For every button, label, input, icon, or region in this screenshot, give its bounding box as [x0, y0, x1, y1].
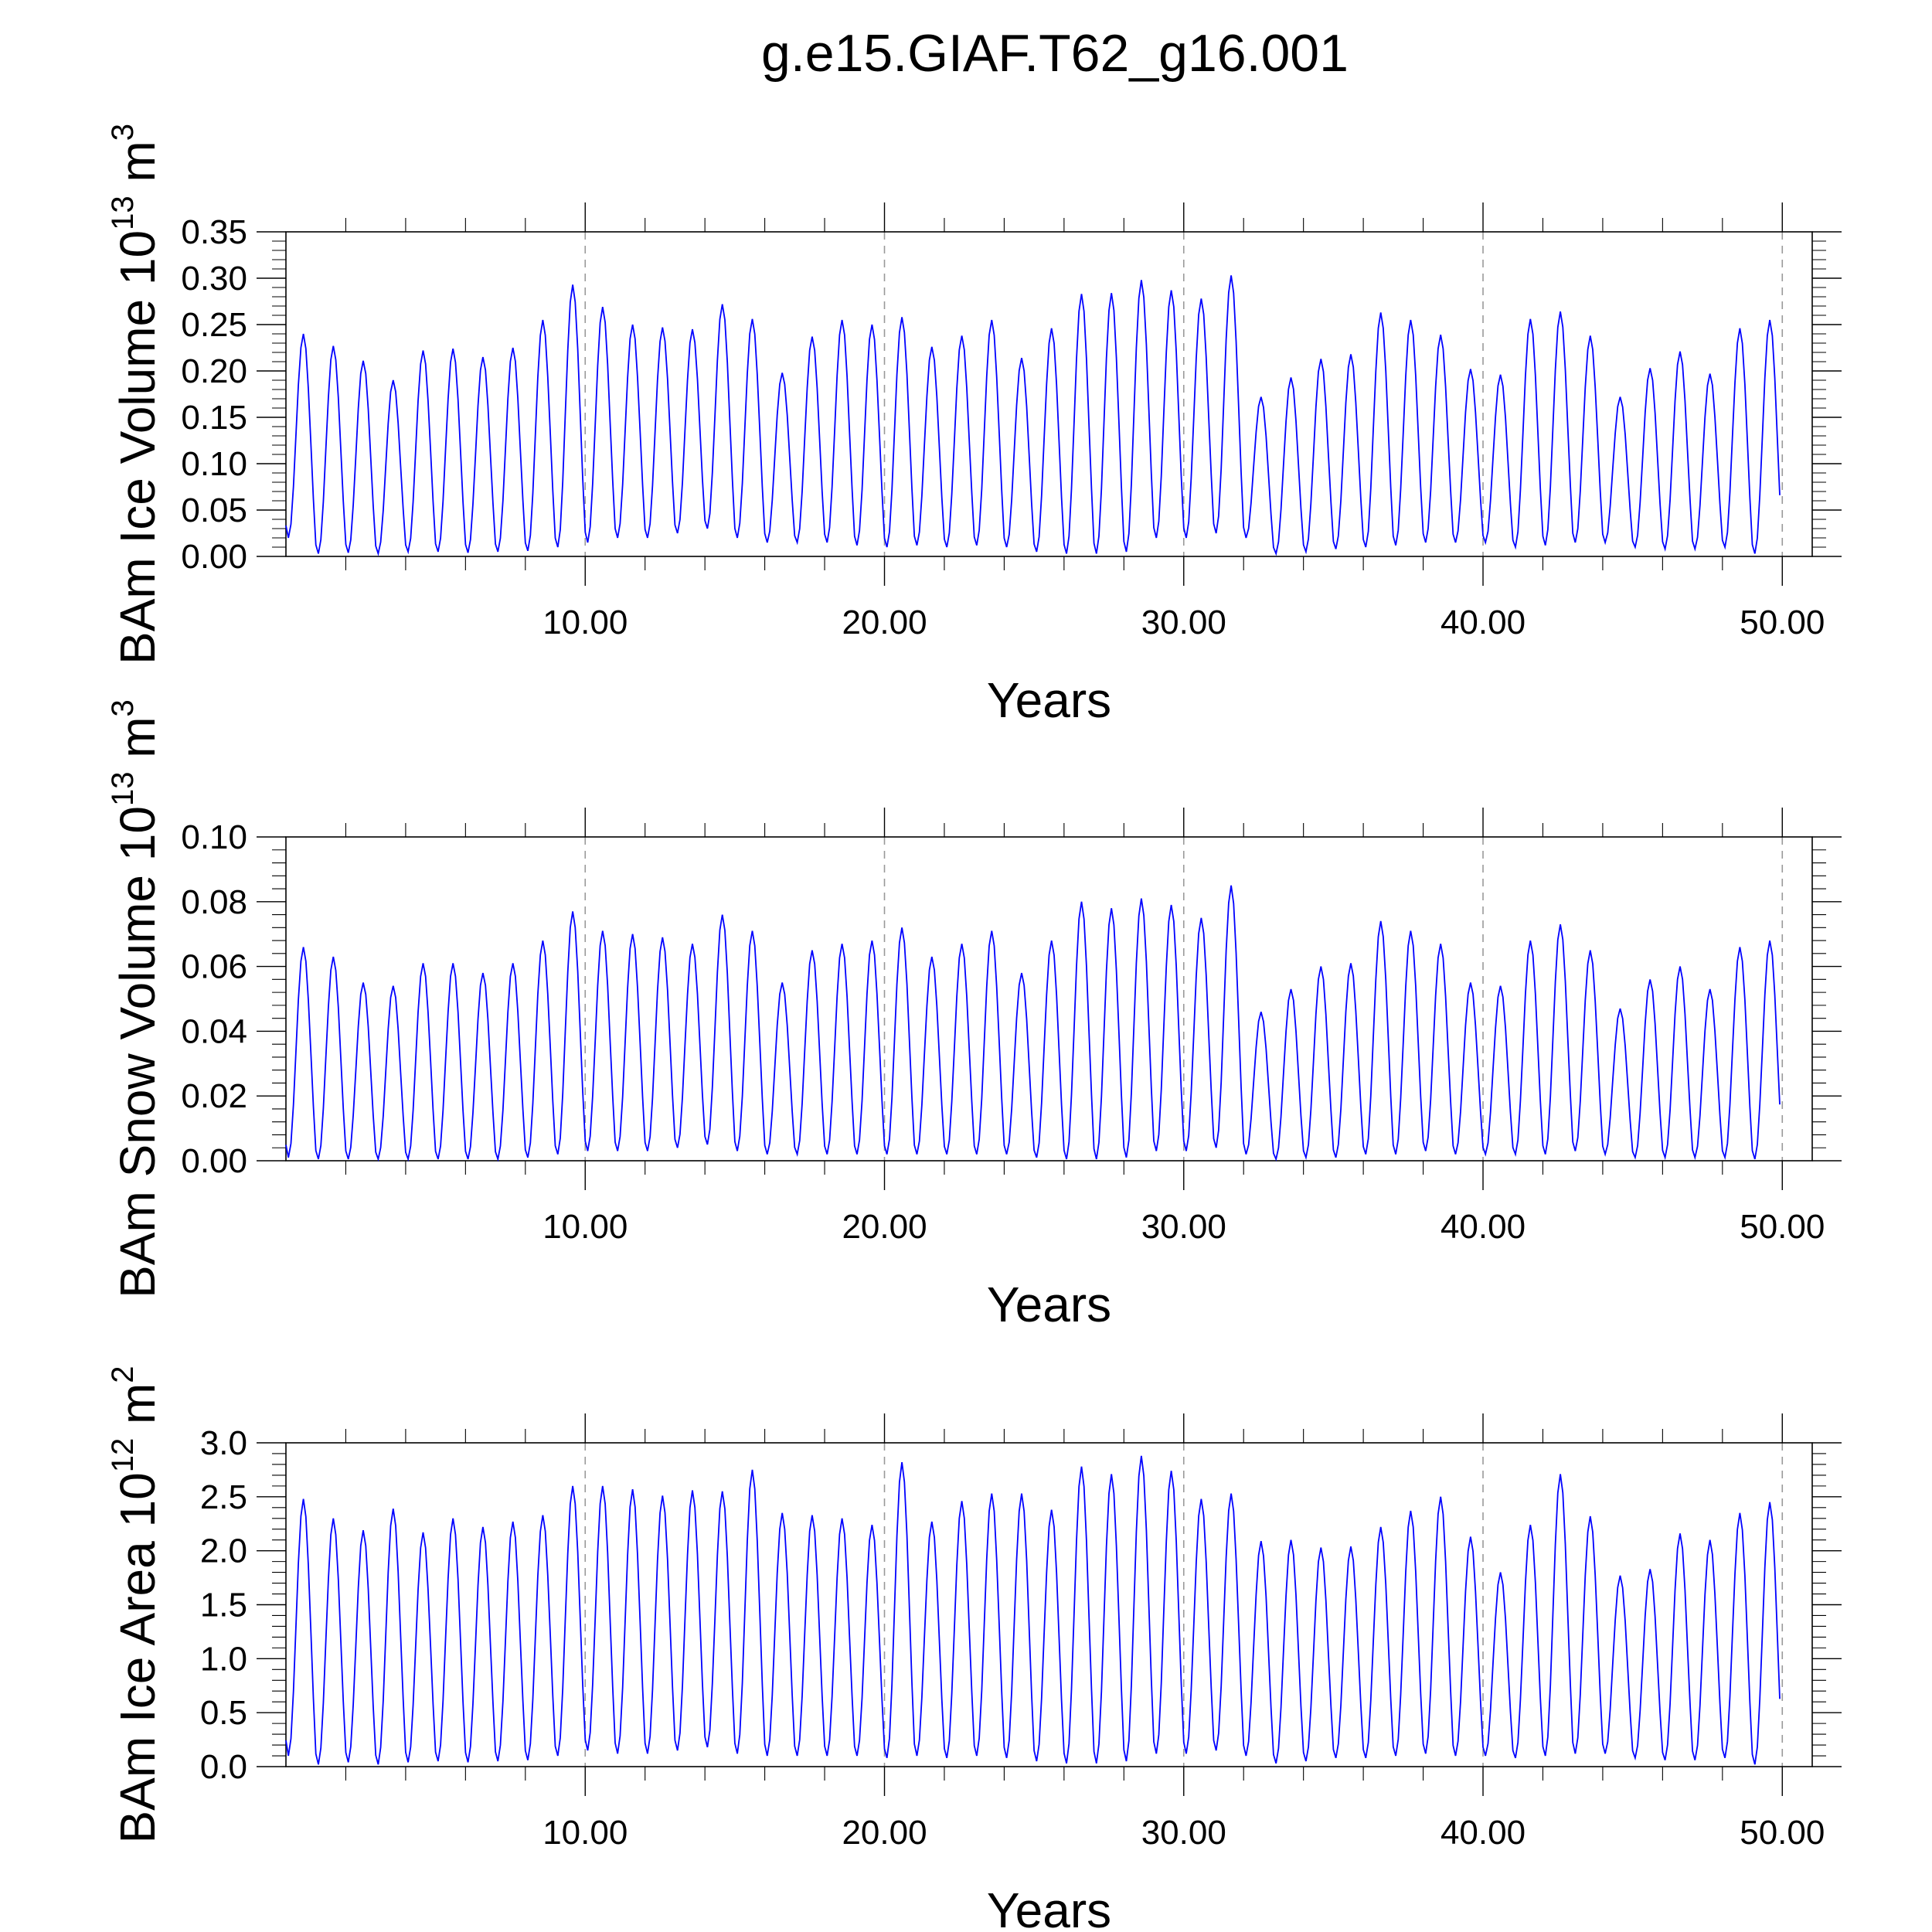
y-tick-label: 1.5	[200, 1587, 247, 1624]
x-tick-label: 50.00	[1740, 1208, 1825, 1246]
y-tick-label: 0.06	[181, 948, 247, 986]
y-tick-label: 2.0	[200, 1532, 247, 1570]
x-tick-label: 20.00	[842, 1814, 927, 1852]
x-tick-label: 10.00	[543, 604, 628, 641]
y-tick-label: 0.30	[181, 260, 247, 298]
y-axis-label: BAm Ice Area 1012 m2	[106, 1366, 165, 1843]
x-axis-label: Years	[987, 1277, 1111, 1332]
y-tick-label: 0.35	[181, 213, 247, 251]
chart-panel-2: 10.00 20.00 30.00 40.00 50.00 0.00 0.02 0.04 0.0…	[106, 699, 1842, 1332]
y-tick-label: 0.02	[181, 1077, 247, 1115]
y-tick-label: 0.05	[181, 492, 247, 529]
figure-title: g.e15.GIAF.T62_g16.001	[761, 24, 1349, 83]
y-tick-label: 0.10	[181, 818, 247, 856]
x-tick-label: 30.00	[1141, 1814, 1226, 1852]
data-series-line	[285, 275, 1781, 556]
x-tick-label: 10.00	[543, 1814, 628, 1852]
plot-frame	[285, 836, 1813, 1162]
data-series-line	[285, 885, 1781, 1162]
y-axis-label: BAm Snow Volume 1013 m3	[106, 699, 165, 1298]
y-tick-label: 0.5	[200, 1694, 247, 1732]
y-tick-label: 2.5	[200, 1478, 247, 1516]
x-axis-label: Years	[987, 1883, 1111, 1932]
x-tick-label: 40.00	[1440, 1814, 1526, 1852]
y-tick-label: 0.15	[181, 399, 247, 437]
y-axis-label: BAm Ice Volume 1013 m3	[106, 124, 165, 665]
y-tick-label: 0.00	[181, 538, 247, 576]
x-tick-label: 20.00	[842, 604, 927, 641]
y-tick-label: 0.20	[181, 352, 247, 390]
x-tick-label: 50.00	[1740, 604, 1825, 641]
y-tick-label: 1.0	[200, 1640, 247, 1678]
y-tick-label: 3.0	[200, 1424, 247, 1462]
y-tick-label: 0.00	[181, 1142, 247, 1180]
y-tick-label: 0.10	[181, 445, 247, 483]
y-tick-label: 0.08	[181, 883, 247, 921]
plot-frame	[285, 1442, 1813, 1767]
x-tick-label: 40.00	[1440, 604, 1526, 641]
y-tick-label: 0.25	[181, 306, 247, 344]
x-tick-label: 20.00	[842, 1208, 927, 1246]
x-tick-label: 50.00	[1740, 1814, 1825, 1852]
x-tick-label: 40.00	[1440, 1208, 1526, 1246]
y-tick-label: 0.04	[181, 1012, 247, 1050]
plot-frame	[285, 231, 1813, 557]
data-series-line	[285, 1455, 1781, 1765]
y-tick-label: 0.0	[200, 1748, 247, 1786]
x-axis-label: Years	[987, 672, 1111, 728]
x-tick-label: 10.00	[543, 1208, 628, 1246]
x-tick-label: 30.00	[1141, 604, 1226, 641]
x-tick-label: 30.00	[1141, 1208, 1226, 1246]
chart-panel-3: 10.00 20.00 30.00 40.00 50.00 0.0 0.5 1.0 1.5 2.0…	[106, 1366, 1842, 1932]
chart-panel-1: 10.00 20.00 30.00 40.00 50.00 0.00 0.05 0.10 0.1…	[106, 124, 1842, 728]
